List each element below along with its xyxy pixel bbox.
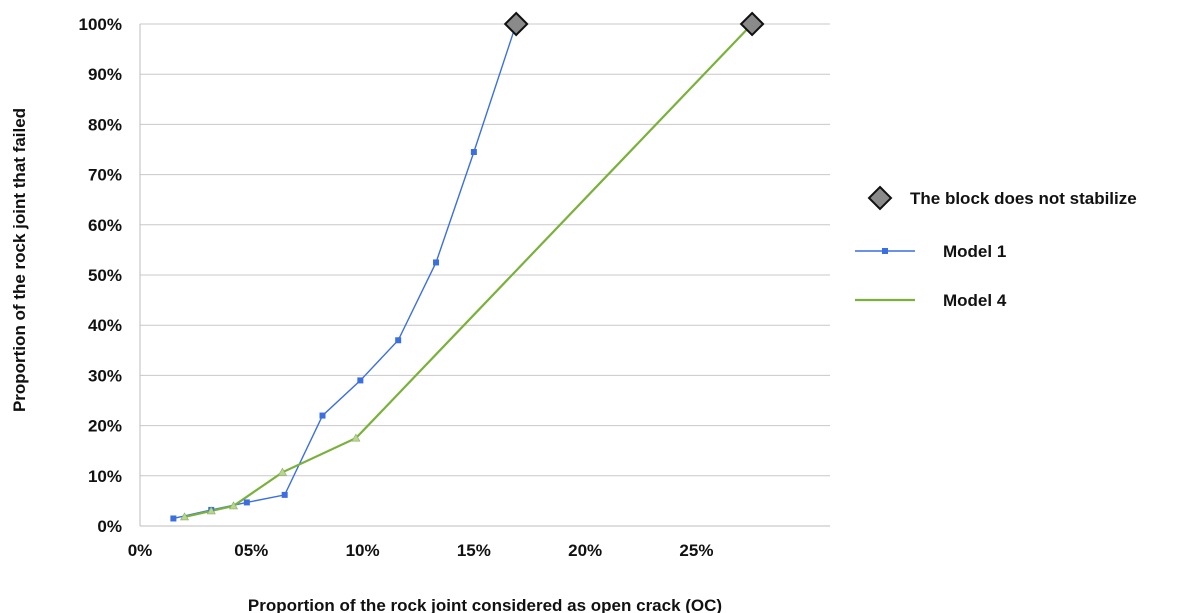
y-tick-label: 40% — [88, 316, 122, 335]
x-tick-label: 25% — [679, 541, 713, 560]
unstable-diamond-marker — [739, 11, 765, 37]
data-point-model-1 — [433, 259, 440, 266]
data-point-model-4 — [206, 506, 216, 515]
data-point-model-1 — [395, 337, 402, 344]
data-point-model-1 — [357, 377, 364, 384]
y-tick-label: 20% — [88, 417, 122, 436]
legend: The block does not stabilize Model 1 Model… — [855, 185, 1137, 310]
legend-label: Model 4 — [943, 291, 1007, 310]
y-tick-label: 80% — [88, 115, 122, 134]
data-point-model-4 — [351, 433, 361, 442]
y-tick-label: 0% — [97, 517, 122, 536]
series-markers — [170, 19, 757, 522]
data-point-model-4 — [228, 501, 239, 510]
y-tick-label: 10% — [88, 467, 122, 486]
x-tick-label: 15% — [457, 541, 491, 560]
x-tick-label: 20% — [568, 541, 602, 560]
y-tick-label: 70% — [88, 166, 122, 185]
gridlines — [140, 23, 830, 477]
legend-label: Model 1 — [943, 242, 1006, 261]
data-point-model-1 — [319, 412, 326, 419]
x-tick-label: 05% — [234, 541, 268, 560]
y-tick-labels: 0% 10% 20% 30% 40% 50% 60% 70% 80% 90% 100% — [79, 15, 122, 536]
x-tick-label: 10% — [346, 541, 380, 560]
legend-diamond-icon — [867, 185, 893, 211]
y-tick-label: 50% — [88, 266, 122, 285]
unstable-markers — [503, 11, 765, 37]
x-tick-label: 0% — [128, 541, 153, 560]
y-tick-label: 60% — [88, 216, 122, 235]
y-tick-label: 30% — [88, 366, 122, 385]
x-tick-labels: 0% 05% 10% 15% 20% 25% — [128, 541, 714, 560]
y-tick-label: 100% — [79, 15, 122, 34]
data-point-model-1 — [281, 491, 288, 498]
unstable-diamond-marker — [503, 11, 529, 37]
y-tick-label: 90% — [88, 65, 122, 84]
data-point-model-1 — [170, 515, 177, 522]
data-point-model-1 — [470, 149, 477, 156]
data-point-model-4 — [277, 467, 287, 476]
series-line-model-4 — [184, 23, 753, 519]
legend-square-icon — [882, 248, 888, 254]
axes — [139, 24, 830, 527]
legend-label: The block does not stabilize — [910, 189, 1137, 208]
data-point-model-4 — [179, 512, 190, 521]
y-axis-title: Proportion of the rock joint that failed — [10, 108, 29, 412]
series-lines — [173, 23, 753, 520]
data-point-model-1 — [243, 499, 250, 506]
x-axis-title: Proportion of the rock joint considered … — [248, 596, 722, 613]
